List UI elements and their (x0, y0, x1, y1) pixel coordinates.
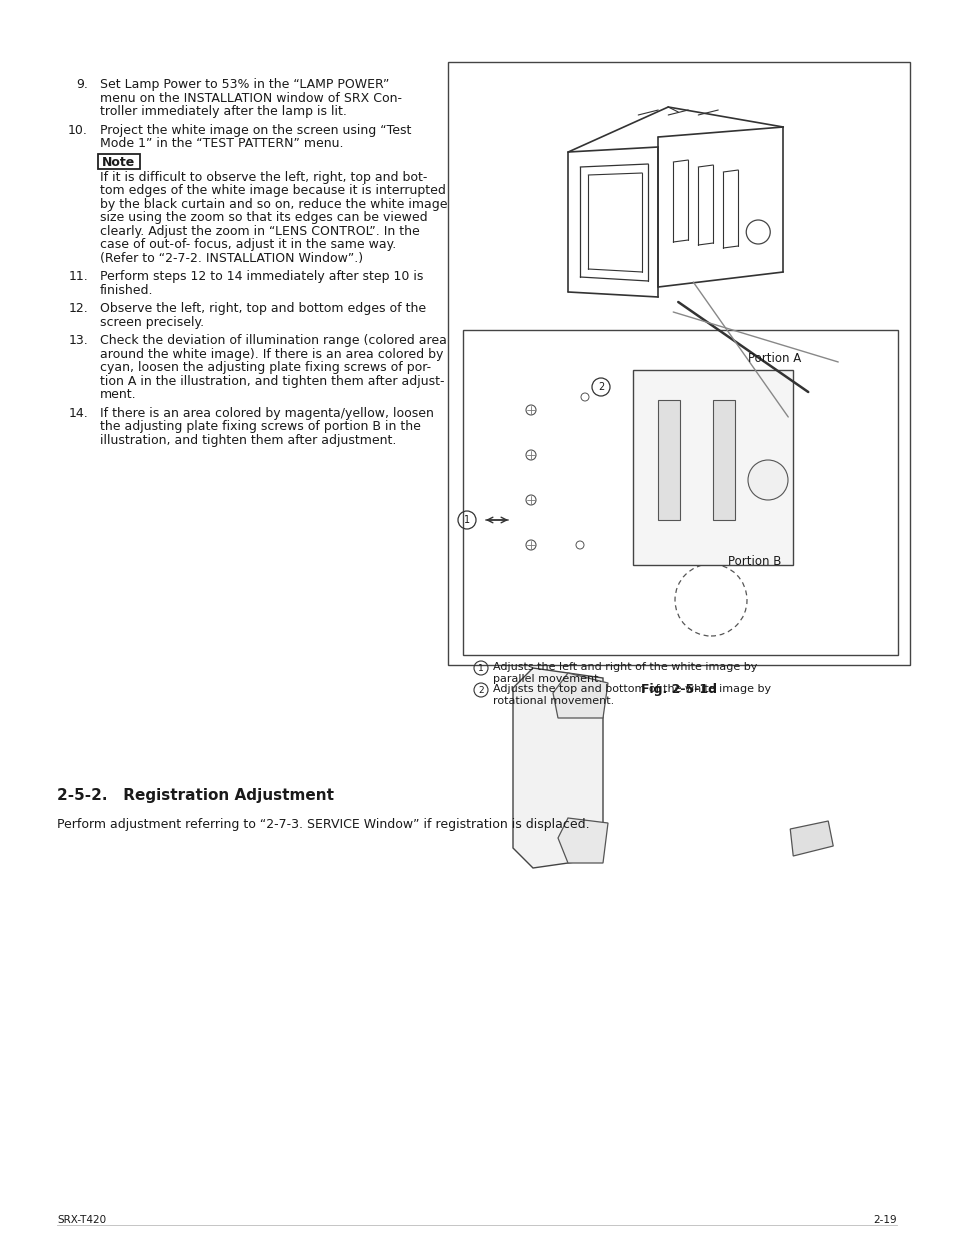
Polygon shape (789, 820, 832, 856)
Text: Note: Note (102, 155, 135, 169)
Text: ment.: ment. (100, 388, 136, 401)
Bar (448, 62, 909, 665)
Text: 12.: 12. (69, 302, 88, 314)
Text: 1: 1 (463, 515, 470, 525)
Text: Fig. 2-5-1d: Fig. 2-5-1d (640, 682, 717, 696)
Bar (633, 370, 792, 566)
Circle shape (525, 405, 536, 415)
Bar (98, 153, 140, 169)
Text: case of out-of- focus, adjust it in the same way.: case of out-of- focus, adjust it in the … (100, 237, 395, 251)
Text: Perform adjustment referring to “2-7-3. SERVICE Window” if registration is displ: Perform adjustment referring to “2-7-3. … (57, 818, 589, 832)
Text: 2: 2 (598, 382, 603, 392)
Polygon shape (558, 818, 607, 863)
Text: size using the zoom so that its edges can be viewed: size using the zoom so that its edges ca… (100, 211, 427, 224)
Bar (462, 329, 897, 655)
Text: 1: 1 (477, 664, 483, 672)
Text: 2: 2 (477, 685, 483, 695)
Text: Mode 1” in the “TEST PATTERN” menu.: Mode 1” in the “TEST PATTERN” menu. (100, 137, 343, 150)
Polygon shape (553, 672, 607, 718)
Text: screen precisely.: screen precisely. (100, 316, 204, 328)
Text: Observe the left, right, top and bottom edges of the: Observe the left, right, top and bottom … (100, 302, 426, 314)
Text: 9.: 9. (76, 78, 88, 91)
Circle shape (580, 393, 588, 401)
Text: illustration, and tighten them after adjustment.: illustration, and tighten them after adj… (100, 434, 395, 446)
Text: Adjusts the left and right of the white image by: Adjusts the left and right of the white … (493, 663, 757, 672)
Text: Portion B: Portion B (727, 556, 781, 568)
Text: parallel movement.: parallel movement. (493, 674, 601, 684)
Text: by the black curtain and so on, reduce the white image: by the black curtain and so on, reduce t… (100, 198, 447, 210)
Circle shape (576, 541, 583, 549)
Bar (658, 400, 679, 520)
Text: Adjusts the top and bottom of the white image by: Adjusts the top and bottom of the white … (493, 684, 770, 694)
Text: If it is difficult to observe the left, right, top and bot-: If it is difficult to observe the left, … (100, 170, 427, 184)
Polygon shape (513, 667, 602, 868)
Text: clearly. Adjust the zoom in “LENS CONTROL”. In the: clearly. Adjust the zoom in “LENS CONTRO… (100, 225, 419, 237)
Circle shape (525, 495, 536, 505)
Circle shape (525, 539, 536, 549)
Text: If there is an area colored by magenta/yellow, loosen: If there is an area colored by magenta/y… (100, 406, 434, 419)
Text: 10.: 10. (68, 123, 88, 137)
Text: (Refer to “2-7-2. INSTALLATION Window”.): (Refer to “2-7-2. INSTALLATION Window”.) (100, 251, 363, 265)
Text: Project the white image on the screen using “Test: Project the white image on the screen us… (100, 123, 411, 137)
Text: 2-5-2.   Registration Adjustment: 2-5-2. Registration Adjustment (57, 788, 334, 803)
Text: Set Lamp Power to 53% in the “LAMP POWER”: Set Lamp Power to 53% in the “LAMP POWER… (100, 78, 389, 91)
Circle shape (747, 460, 787, 500)
Text: finished.: finished. (100, 283, 153, 297)
Text: cyan, loosen the adjusting plate fixing screws of por-: cyan, loosen the adjusting plate fixing … (100, 360, 431, 374)
Bar (712, 400, 734, 520)
Text: 14.: 14. (69, 406, 88, 419)
Text: Portion A: Portion A (747, 352, 801, 365)
Text: menu on the INSTALLATION window of SRX Con-: menu on the INSTALLATION window of SRX C… (100, 92, 401, 104)
Text: tion A in the illustration, and tighten them after adjust-: tion A in the illustration, and tighten … (100, 374, 444, 388)
Text: troller immediately after the lamp is lit.: troller immediately after the lamp is li… (100, 104, 347, 118)
Text: Check the deviation of illumination range (colored area: Check the deviation of illumination rang… (100, 334, 446, 347)
Circle shape (525, 450, 536, 460)
Text: tom edges of the white image because it is interrupted: tom edges of the white image because it … (100, 184, 445, 196)
Text: 11.: 11. (69, 270, 88, 283)
Text: around the white image). If there is an area colored by: around the white image). If there is an … (100, 348, 443, 360)
Text: SRX-T420: SRX-T420 (57, 1214, 106, 1226)
Text: 2-19: 2-19 (872, 1214, 896, 1226)
Text: 13.: 13. (69, 334, 88, 347)
Text: Perform steps 12 to 14 immediately after step 10 is: Perform steps 12 to 14 immediately after… (100, 270, 423, 283)
Text: the adjusting plate fixing screws of portion B in the: the adjusting plate fixing screws of por… (100, 420, 420, 433)
Text: rotational movement.: rotational movement. (493, 696, 614, 706)
